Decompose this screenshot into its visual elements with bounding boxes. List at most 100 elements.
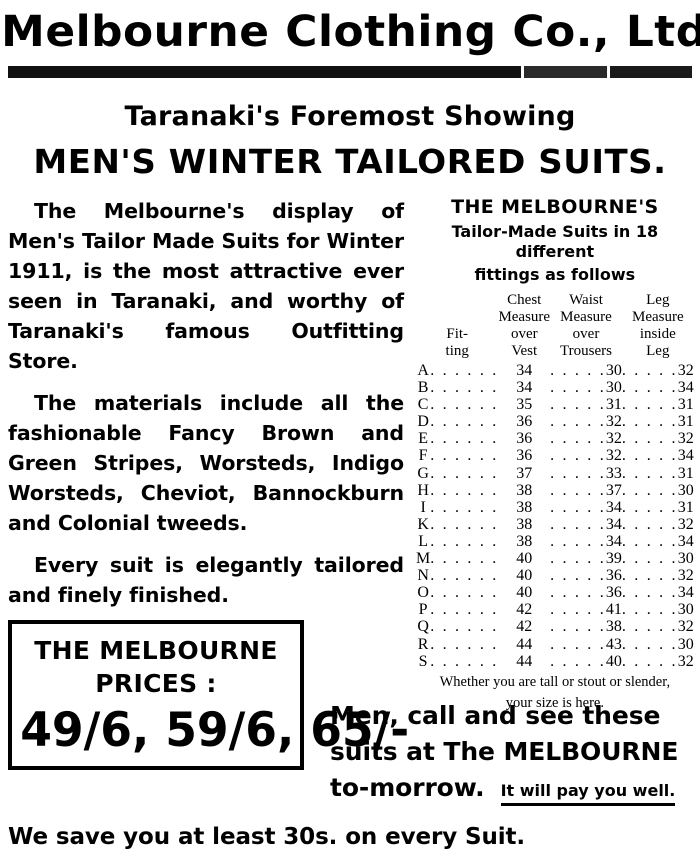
cell-fitting: P	[418, 601, 428, 619]
table-row: Q. . . . . . 42. . . . . 38. . . . . 32	[416, 618, 694, 636]
dot-leader: . . . . .	[550, 584, 606, 602]
table-row: G. . . . . . 37. . . . . 33. . . . . 31	[416, 464, 693, 482]
cta-tagline: It will pay you well.	[500, 780, 676, 806]
table-row: L. . . . . . 38. . . . . 34. . . . . 34	[416, 533, 694, 550]
dot-leader: . . . . . .	[430, 464, 499, 482]
cell-chest: 38	[516, 515, 533, 533]
cell-leg: 32	[677, 515, 694, 533]
table-row: N. . . . . . 40. . . . . 36. . . . . 32	[416, 567, 693, 585]
cell-waist: 32	[605, 413, 622, 431]
cell-chest: 40	[516, 567, 533, 585]
cell-chest: 37	[516, 464, 533, 482]
dot-leader: . . . . .	[621, 413, 678, 431]
body-paragraph-1: The Melbourne's display of Men's Tailor …	[8, 199, 404, 373]
table-row: C. . . . . . 35. . . . . 31. . . . . 31	[416, 396, 694, 413]
cell-waist: 36	[605, 567, 622, 585]
dot-leader: . . . . .	[550, 481, 606, 499]
cell-waist: 39	[605, 550, 622, 568]
price-amounts: 49/6, 59/6, 65/-	[20, 703, 410, 758]
cell-chest: 34	[516, 362, 533, 379]
dot-leader: . . . . . .	[430, 481, 499, 499]
cell-chest: 44	[516, 652, 533, 670]
dot-leader: . . . . . .	[430, 447, 499, 465]
cell-leg: 30	[677, 601, 694, 619]
cell-waist: 40	[605, 652, 622, 670]
cell-chest: 38	[516, 481, 533, 499]
cell-chest: 42	[516, 618, 533, 636]
dot-leader: . . . . .	[621, 362, 678, 379]
dot-leader: . . . . .	[621, 464, 678, 482]
dot-leader: . . . . .	[550, 601, 606, 619]
dot-leader: . . . . . .	[430, 532, 499, 550]
dot-leader: . . . . .	[550, 379, 606, 397]
divider-segment-main	[8, 66, 521, 78]
cell-waist: 32	[605, 430, 622, 448]
cell-waist: 31	[605, 396, 622, 414]
dot-leader: . . . . .	[550, 652, 606, 670]
cell-waist: 43	[605, 635, 622, 653]
content-columns: The Melbourne's display of Men's Tailor …	[8, 196, 694, 712]
cell-fitting: O	[417, 584, 429, 602]
cell-fitting: R	[417, 635, 429, 653]
body-paragraph-3: Every suit is elegantly tailored and fin…	[8, 553, 404, 607]
cell-chest: 36	[516, 413, 533, 431]
cell-leg: 31	[677, 413, 694, 431]
cell-waist: 33	[605, 464, 622, 482]
dot-leader: . . . . .	[550, 498, 606, 516]
cell-leg: 34	[677, 532, 694, 550]
cell-fitting: Q	[417, 618, 429, 636]
dot-leader: . . . . .	[621, 550, 678, 568]
dot-leader: . . . . . .	[430, 652, 499, 670]
cell-leg: 32	[677, 618, 694, 636]
price-box: THE MELBOURNE PRICES : 49/6, 59/6, 65/-	[8, 620, 410, 770]
cell-leg: 30	[677, 481, 694, 499]
left-column: The Melbourne's display of Men's Tailor …	[8, 196, 412, 712]
bottom-section: THE MELBOURNE PRICES : 49/6, 59/6, 65/- …	[8, 620, 692, 806]
table-row: H. . . . . . 38. . . . . 37. . . . . 30	[416, 481, 694, 499]
column-header-fitting: Fit- ting	[445, 326, 469, 359]
cell-chest: 38	[516, 532, 533, 550]
cell-waist: 36	[605, 584, 622, 602]
masthead-divider	[8, 66, 692, 78]
dot-leader: . . . . .	[550, 464, 606, 482]
cell-waist: 34	[605, 532, 622, 550]
cell-leg: 32	[677, 652, 694, 670]
dot-leader: . . . . .	[550, 550, 606, 568]
cell-leg: 32	[677, 362, 694, 379]
cell-fitting: C	[417, 396, 429, 414]
cell-chest: 36	[516, 447, 533, 465]
fittings-subtitle-line1: Tailor-Made Suits in 18 different	[451, 222, 659, 261]
cell-fitting: F	[418, 447, 428, 465]
table-row: E. . . . . . 36. . . . . 32. . . . . 32	[416, 430, 694, 447]
dot-leader: . . . . .	[621, 618, 678, 636]
table-row: K. . . . . . 38. . . . . 34. . . . . 32	[416, 515, 694, 533]
dot-leader: . . . . . .	[430, 430, 499, 448]
divider-segment-a	[524, 66, 607, 78]
fittings-subtitle-line2: fittings as follows	[474, 265, 636, 284]
cell-fitting: E	[418, 430, 428, 448]
headline-primary: Taranaki's Foremost Showing	[124, 101, 576, 132]
cell-waist: 38	[605, 618, 622, 636]
cell-fitting: N	[417, 567, 429, 585]
dot-leader: . . . . .	[621, 498, 678, 516]
dot-leader: . . . . .	[621, 635, 678, 653]
cell-waist: 32	[605, 447, 622, 465]
cell-waist: 30	[605, 379, 622, 397]
fittings-title: THE MELBOURNE'S	[451, 196, 659, 218]
cta-line-3-row: to-morrow. It will pay you well.	[330, 770, 692, 806]
dot-leader: . . . . .	[621, 396, 678, 414]
cta-line-2: suits at The MELBOURNE	[330, 737, 679, 766]
cell-waist: 34	[605, 515, 622, 533]
dot-leader: . . . . .	[621, 447, 678, 465]
table-row: B. . . . . . 34. . . . . 30. . . . . 34	[416, 379, 694, 396]
column-header-waist: Waist Measure over Trousers	[560, 292, 612, 359]
dot-leader: . . . . .	[621, 584, 678, 602]
cell-chest: 44	[516, 635, 533, 653]
cell-chest: 38	[516, 498, 533, 516]
table-header-row: Fit- ting Chest Measure over Vest Waist …	[416, 292, 694, 362]
dot-leader: . . . . .	[621, 532, 678, 550]
dot-leader: . . . . . .	[430, 413, 499, 431]
price-box-heading-1: THE MELBOURNE	[34, 636, 278, 665]
cell-fitting: B	[417, 379, 429, 397]
